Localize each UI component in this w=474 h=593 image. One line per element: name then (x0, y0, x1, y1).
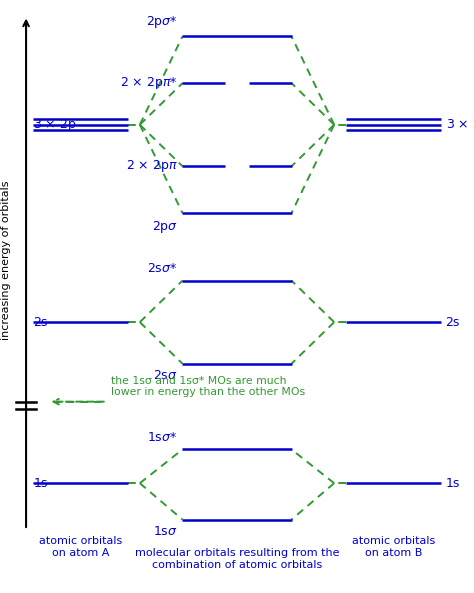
Text: 1s: 1s (33, 477, 47, 490)
Text: 3 $\times$ 2p: 3 $\times$ 2p (33, 117, 77, 133)
Text: the 1sσ and 1sσ* MOs are much
lower in energy than the other MOs: the 1sσ and 1sσ* MOs are much lower in e… (111, 376, 306, 397)
Text: molecular orbitals resulting from the
combination of atomic orbitals: molecular orbitals resulting from the co… (135, 548, 339, 570)
Text: 2p$\sigma$*: 2p$\sigma$* (146, 14, 178, 30)
Text: 2s: 2s (33, 315, 47, 329)
Text: 2s$\sigma$*: 2s$\sigma$* (147, 262, 178, 275)
Text: atomic orbitals
on atom B: atomic orbitals on atom B (352, 536, 435, 558)
Text: increasing energy of orbitals: increasing energy of orbitals (0, 180, 11, 340)
Text: 2p$\sigma$: 2p$\sigma$ (152, 219, 178, 235)
Text: 2 $\times$ 2p$\pi$*: 2 $\times$ 2p$\pi$* (120, 75, 178, 91)
Text: 1s$\sigma$: 1s$\sigma$ (153, 525, 178, 538)
Text: 2s: 2s (446, 315, 460, 329)
Text: atomic orbitals
on atom A: atomic orbitals on atom A (39, 536, 122, 558)
Text: 2s$\sigma$: 2s$\sigma$ (153, 369, 178, 382)
Text: 1s: 1s (446, 477, 460, 490)
Text: 2 $\times$ 2p$\pi$: 2 $\times$ 2p$\pi$ (126, 158, 178, 174)
Text: 1s$\sigma$*: 1s$\sigma$* (147, 431, 178, 444)
Text: 3 $\times$ 2p: 3 $\times$ 2p (446, 117, 474, 133)
